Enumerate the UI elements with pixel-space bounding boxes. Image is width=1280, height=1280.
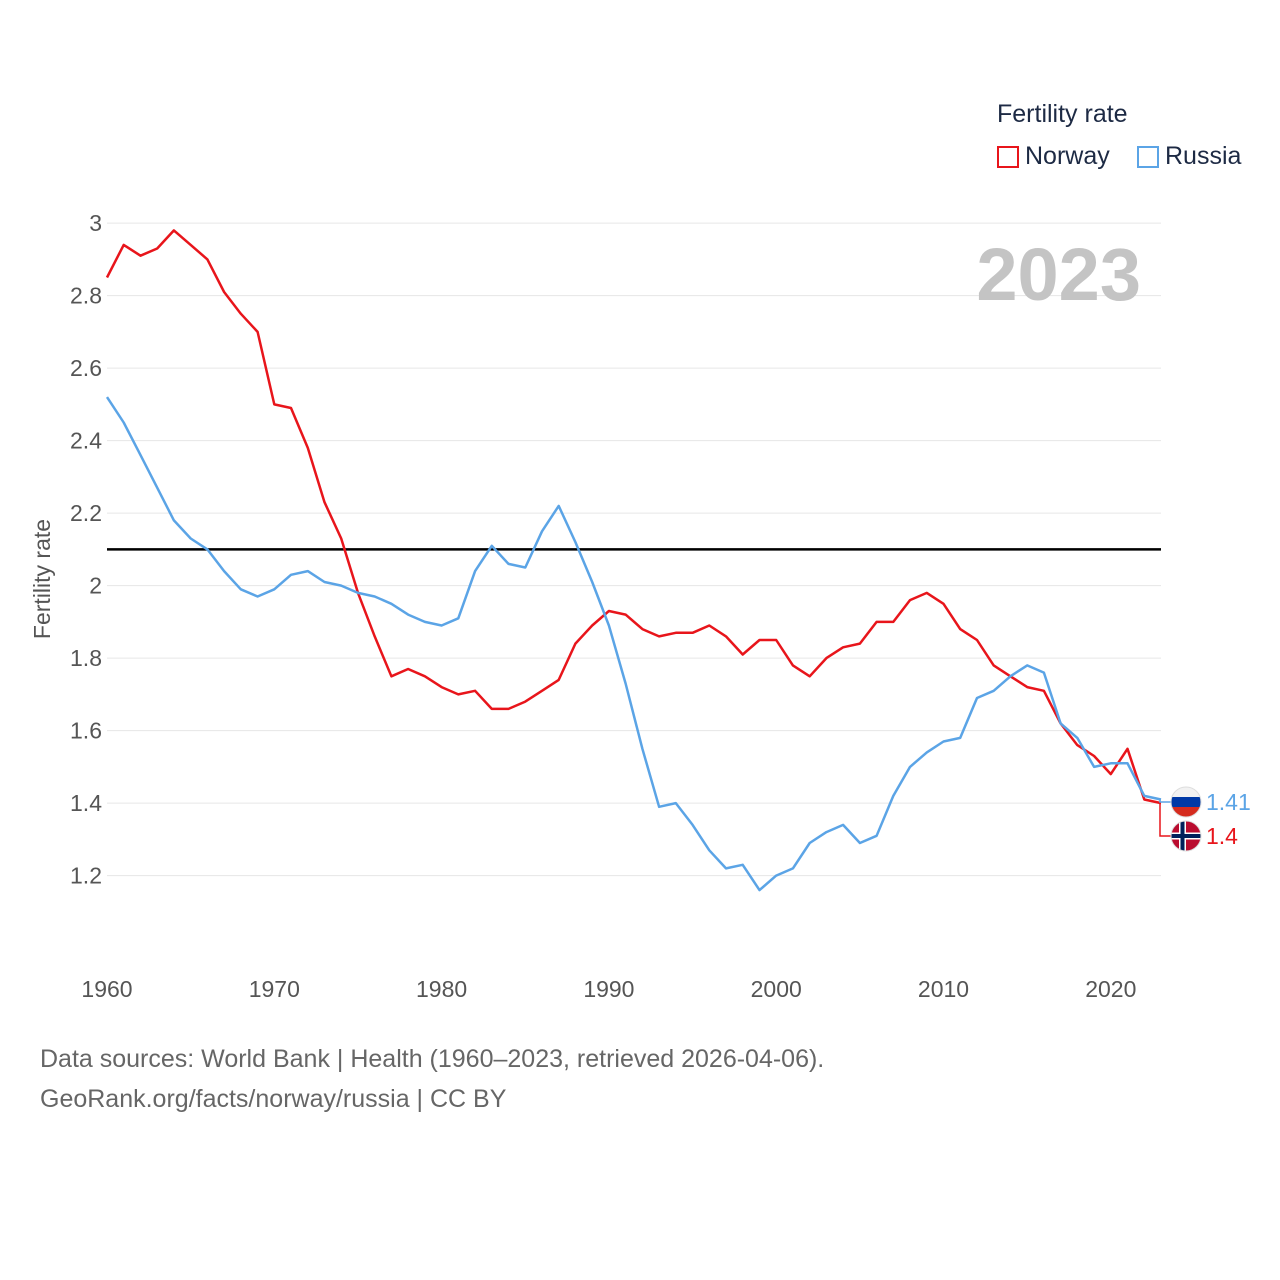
y-tick-label: 2.6 (70, 355, 102, 381)
legend-swatch-norway (997, 145, 1019, 168)
series-lines (105, 229, 1162, 892)
flag-border (1170, 820, 1202, 852)
end-marker-russia: 1.41 (1159, 786, 1251, 818)
leader-line (1159, 802, 1172, 837)
gridlines (107, 222, 1161, 877)
y-tick-label: 1.8 (70, 645, 102, 671)
legend-label-russia: Russia (1165, 142, 1242, 170)
end-value-label-norway: 1.4 (1206, 823, 1238, 849)
legend-item-norway[interactable]: Norway (997, 142, 1110, 171)
norway-flag-icon (1171, 821, 1201, 851)
x-tick-label: 1990 (583, 976, 634, 1002)
y-tick-label: 1.2 (70, 863, 102, 889)
data-source-text: Data sources: World Bank | Health (1960–… (40, 1045, 825, 1073)
russia-flag-icon (1171, 787, 1201, 817)
y-tick-label: 2.2 (70, 500, 102, 526)
x-tick-label: 2010 (918, 976, 969, 1002)
end-marker-norway: 1.4 (1159, 802, 1238, 852)
y-axis-label: Fertility rate (29, 519, 55, 639)
flag-stripe-white (1171, 787, 1201, 797)
x-tick-label: 1960 (81, 976, 132, 1002)
y-tick-labels: 1.2 1.4 1.6 1.8 2 2.2 2.4 2.6 2.8 3 (70, 210, 102, 889)
y-tick-label: 2.8 (70, 283, 102, 309)
legend-label-norway: Norway (1025, 142, 1110, 170)
flag-stripe-blue (1171, 797, 1201, 807)
y-tick-label: 1.6 (70, 718, 102, 744)
x-tick-label: 1980 (416, 976, 467, 1002)
y-tick-label: 1.4 (70, 790, 102, 816)
leader-line (1159, 798, 1172, 803)
year-label: 2023 (976, 233, 1141, 316)
legend-swatch-russia (1137, 145, 1159, 168)
flag-cross-blue-h (1171, 834, 1201, 838)
credit-link[interactable]: GeoRank.org/facts/norway/russia | CC BY (40, 1085, 507, 1113)
series-line-norway (105, 229, 1162, 805)
x-tick-label: 2020 (1085, 976, 1136, 1002)
series-line-russia (105, 396, 1162, 892)
legend-title: Fertility rate (997, 100, 1128, 128)
flag-border (1170, 786, 1202, 818)
legend-item-russia[interactable]: Russia (1137, 142, 1241, 171)
y-tick-label: 2.4 (70, 428, 102, 454)
end-value-label-russia: 1.41 (1206, 789, 1251, 815)
flag-stripe-red (1171, 807, 1201, 817)
end-markers: 1.4 1.41 (1159, 786, 1251, 852)
y-tick-label: 2 (89, 573, 102, 599)
y-tick-label: 3 (89, 210, 102, 236)
x-tick-label: 1970 (249, 976, 300, 1002)
x-tick-labels: 1960 1970 1980 1990 2000 2010 2020 (81, 976, 1136, 1002)
x-tick-label: 2000 (751, 976, 802, 1002)
